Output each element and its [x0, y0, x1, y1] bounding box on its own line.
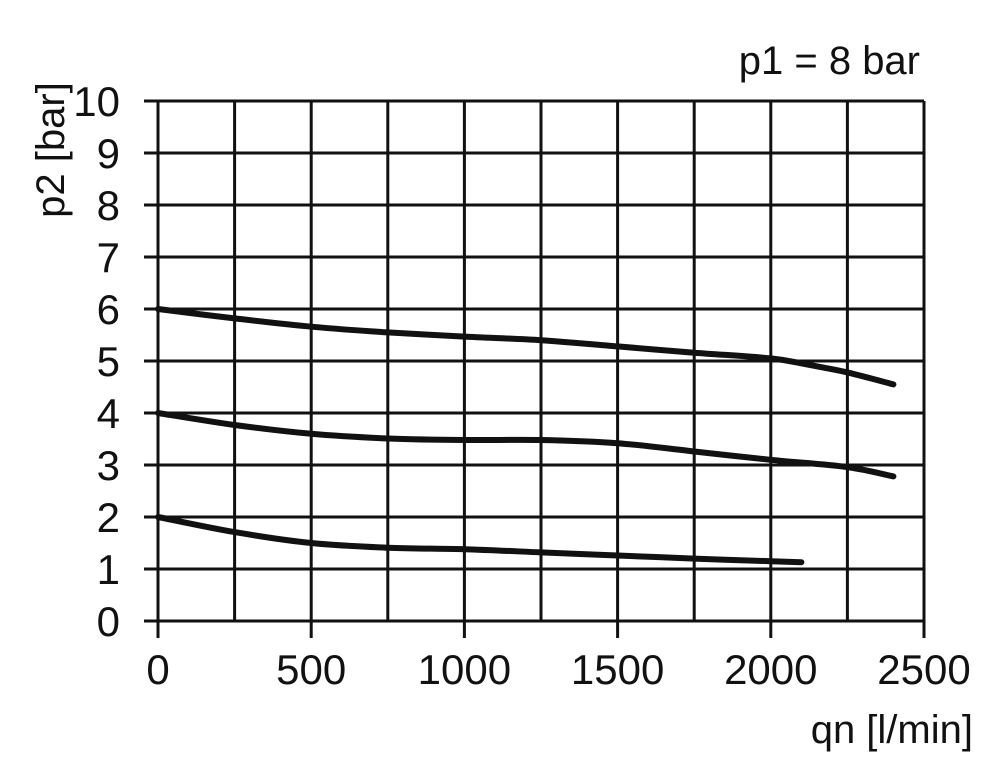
chart-curves: [155, 306, 897, 566]
x-tick-label: 2000: [724, 646, 817, 693]
x-tick-label: 500: [276, 646, 346, 693]
y-tick-label: 4: [97, 390, 120, 437]
curve-3-p2-2bar: [155, 514, 805, 566]
curve-1-p2-6bar: [155, 306, 897, 388]
x-tick-label: 1500: [571, 646, 664, 693]
y-tick-label: 7: [97, 234, 120, 281]
y-tick-label: 5: [97, 338, 120, 385]
x-tick-label: 2500: [877, 646, 970, 693]
y-tick-label: 6: [97, 286, 120, 333]
chart-grid: [144, 99, 926, 638]
x-axis-label: qn [l/min]: [811, 708, 973, 752]
y-tick-label: 8: [97, 182, 120, 229]
x-tick-label: 0: [146, 646, 169, 693]
chart-title: p1 = 8 bar: [739, 39, 920, 83]
curve-2-p2-4bar: [155, 410, 897, 480]
x-tick-label: 1000: [418, 646, 511, 693]
y-tick-label: 10: [73, 78, 120, 125]
y-axis-label: p2 [bar]: [29, 82, 73, 218]
y-tick-label: 2: [97, 494, 120, 541]
y-tick-label: 3: [97, 442, 120, 489]
y-tick-label: 9: [97, 130, 120, 177]
y-tick-label: 0: [97, 598, 120, 645]
axis-tick-labels: 0 1 2 3 4 5 6 7 8 9 10 0 500 1000 1500 2000 2500: [73, 78, 970, 693]
y-tick-label: 1: [97, 546, 120, 593]
